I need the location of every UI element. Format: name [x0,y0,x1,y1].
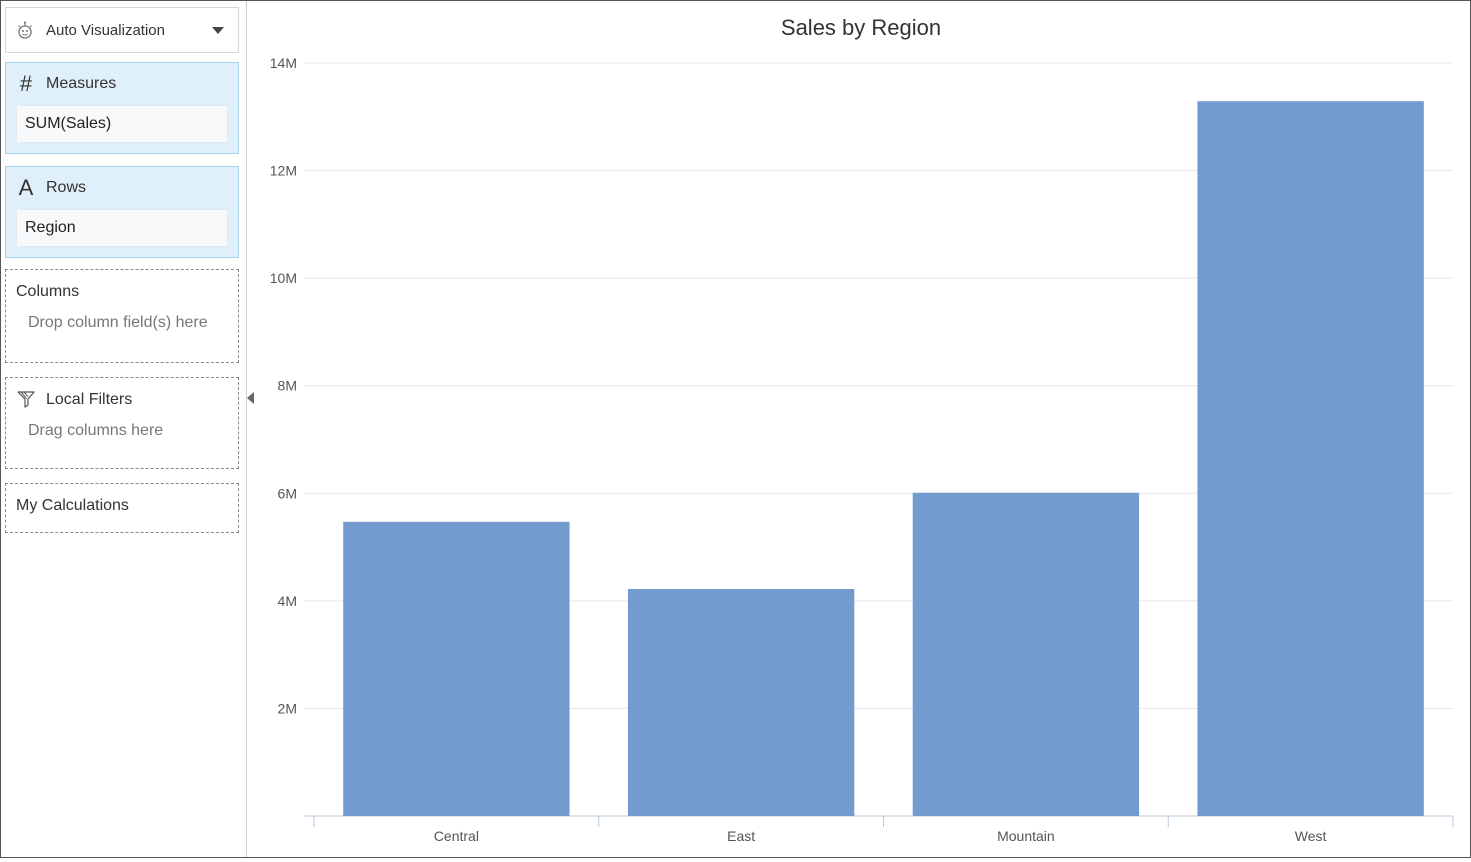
x-tick-label: Mountain [997,828,1055,844]
visualization-dropdown[interactable]: Auto Visualization [5,7,239,53]
bar-west[interactable] [1197,101,1424,816]
visualization-label: Auto Visualization [46,21,165,39]
local-filters-hint: Drag columns here [28,422,164,439]
rows-title: Rows [46,179,87,196]
bar-mountain[interactable] [912,492,1140,816]
measures-title: Measures [46,75,117,92]
bar-east[interactable] [627,589,855,816]
collapse-sidebar-icon[interactable] [247,392,254,404]
y-tick-label: 2M [278,700,297,716]
my-calculations-title: My Calculations [16,497,129,514]
y-tick-label: 8M [278,378,297,394]
row-field-pill[interactable]: Region [16,209,228,247]
local-filters-title: Local Filters [46,391,133,408]
y-tick-label: 10M [270,270,297,286]
columns-dropzone[interactable]: Columns Drop column field(s) here [5,269,239,363]
bar-central[interactable] [343,521,570,816]
x-tick-label: West [1295,828,1327,844]
text-field-icon: A [18,175,34,200]
measures-panel[interactable]: # Measures SUM(Sales) [5,62,239,154]
y-tick-label: 6M [278,485,297,501]
rows-panel[interactable]: A Rows Region [5,166,239,258]
x-tick-label: Central [434,828,479,844]
chart-area: Sales by Region 2M 4M 6M 8M 10M 12M 14M Central… [248,1,1469,857]
measure-field-pill[interactable]: SUM(Sales) [16,105,228,143]
columns-hint: Drop column field(s) here [28,314,208,331]
y-tick-label: 12M [270,163,297,179]
auto-visualization-icon [16,21,34,39]
columns-title: Columns [16,283,80,300]
x-tick-label: East [727,828,755,844]
bar-chart: Sales by Region 2M 4M 6M 8M 10M 12M 14M Central… [270,15,1454,844]
local-filters-dropzone[interactable]: Local Filters Drag columns here [5,377,239,469]
hash-icon: # [19,71,33,96]
sidebar: Auto Visualization # Measures SUM(Sales)… [1,1,247,857]
chart-title: Sales by Region [781,15,941,40]
filter-icon [16,391,38,409]
chevron-down-icon[interactable] [212,26,224,34]
y-tick-label: 4M [278,593,297,609]
y-tick-label: 14M [270,55,297,71]
my-calculations-panel[interactable]: My Calculations [5,483,239,533]
